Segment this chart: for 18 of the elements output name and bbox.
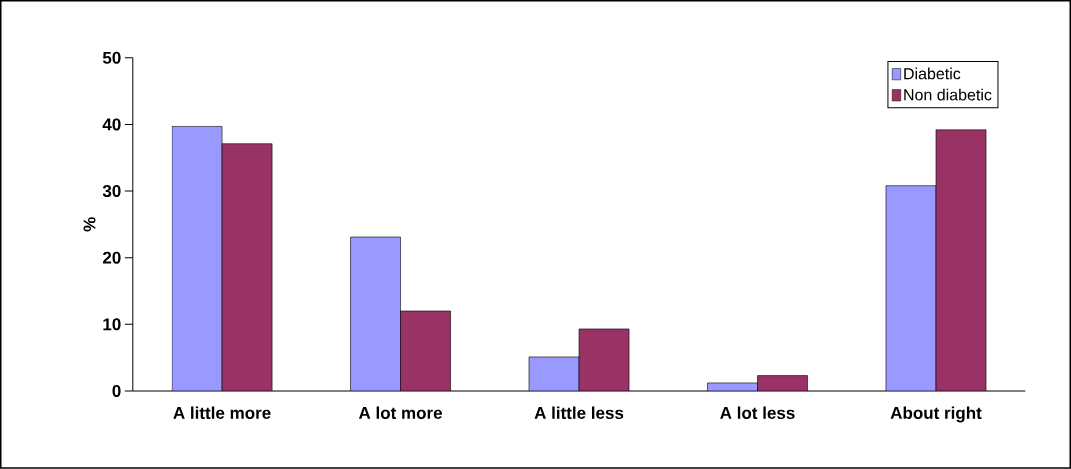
y-tick-label: 20	[102, 251, 121, 264]
x-tick-label: About right	[890, 406, 982, 423]
y-tick-label: 40	[102, 118, 121, 131]
bar	[400, 310, 451, 392]
x-tick-label: A little more	[173, 406, 271, 420]
bar	[578, 328, 630, 392]
y-tick-label: 10	[103, 318, 121, 331]
y-tick-label: 50	[102, 51, 121, 64]
x-tick-label: A lot less	[720, 406, 795, 420]
y-tick-label: 30	[102, 185, 121, 198]
x-tick-label: A little less	[534, 406, 624, 420]
y-tick-label: 0	[112, 385, 121, 398]
bar	[935, 129, 987, 392]
legend-label: Diabetic	[904, 67, 961, 80]
bar	[221, 143, 273, 392]
x-tick-label: A lot more	[358, 406, 442, 420]
legend-label: Non diabetic	[904, 88, 992, 101]
y-axis-title: %	[83, 217, 96, 232]
